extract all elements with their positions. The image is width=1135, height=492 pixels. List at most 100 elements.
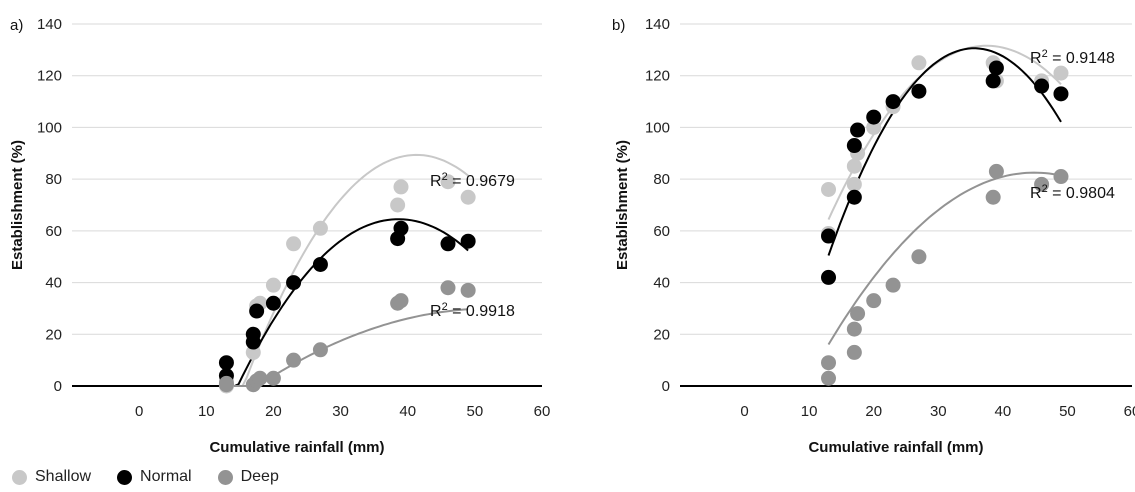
chart-panel-b: 0 20 40 60 80 100 120 140 0 10 20 30 40 50 60 Cumulativ… [612,16,1135,456]
legend-item-shallow: Shallow [12,468,91,486]
data-point-normal [850,122,866,138]
data-point-deep [846,344,862,360]
chart-figure: 0 20 40 60 80 100 120 140 0 10 20 30 40 50 60 Cumulativ… [9,16,1135,456]
data-point-deep [846,321,862,337]
legend-label-normal: Normal [140,468,192,485]
y-tick-label: 120 [645,68,670,85]
data-point-shallow [312,220,328,236]
data-point-normal [846,138,862,154]
data-point-normal [821,269,837,285]
legend-item-normal: Normal [117,468,192,486]
data-point-deep [985,189,1001,205]
data-point-deep [252,370,268,386]
data-point-deep [885,277,901,293]
y-tick-label: 40 [653,275,670,292]
y-tick-label: 0 [54,378,62,395]
x-axis-label: Cumulative rainfall (mm) [209,439,384,456]
x-tick-label: 50 [1059,403,1076,420]
data-point-deep [460,282,476,298]
data-point-deep [265,370,281,386]
data-point-deep [988,163,1004,179]
data-point-normal [460,233,476,249]
x-tick-label: 40 [995,403,1012,420]
x-axis-label: Cumulative rainfall (mm) [808,439,983,456]
y-tick-label: 140 [37,16,62,33]
data-point-deep [866,293,882,309]
data-point-shallow [846,158,862,174]
trendline-deep [827,171,1062,346]
r2-label-normal: R2 = 0.9918 [430,301,515,320]
data-point-normal [245,326,261,342]
x-tick-label: 20 [265,403,282,420]
y-tick-label: 120 [37,68,62,85]
data-point-normal [393,220,409,236]
legend: Shallow Normal Deep [12,468,305,486]
chart-panel-a: 0 20 40 60 80 100 120 140 0 10 20 30 40 50 60 Cumulativ… [9,16,550,456]
trendline-shallow [827,44,1062,221]
data-point-normal [265,295,281,311]
data-point-normal [911,83,927,99]
x-tick-label: 40 [399,403,416,420]
data-point-normal [985,73,1001,89]
data-point-deep [286,352,302,368]
data-point-normal [1034,78,1050,94]
x-tick-label: 60 [534,403,551,420]
trendline-normal [226,218,469,387]
data-point-shallow [460,189,476,205]
data-point-shallow [393,179,409,195]
data-point-shallow [821,181,837,197]
trendline-shallow [226,153,469,387]
y-axis-label: Establishment (%) [614,140,631,270]
data-point-shallow [911,55,927,71]
data-point-shallow [1053,65,1069,81]
y-tick-label: 80 [653,171,670,188]
data-point-shallow [245,344,261,360]
y-tick-label: 40 [45,275,62,292]
data-point-shallow [265,277,281,293]
data-point-normal [846,189,862,205]
x-tick-label: 0 [740,403,748,420]
data-point-normal [988,60,1004,76]
x-tick-label: 10 [801,403,818,420]
x-tick-label: 30 [332,403,349,420]
data-point-deep [821,355,837,371]
data-point-normal [249,303,265,319]
y-tick-label: 0 [662,378,670,395]
data-point-deep [218,375,234,391]
data-point-deep [911,249,927,265]
y-tick-label: 100 [37,119,62,136]
y-tick-label: 60 [653,223,670,240]
data-point-normal [821,228,837,244]
data-point-deep [440,280,456,296]
legend-marker-deep [217,469,233,485]
data-point-deep [393,293,409,309]
legend-marker-normal [117,469,133,485]
x-tick-label: 30 [930,403,947,420]
legend-label-deep: Deep [240,468,279,485]
data-point-deep [850,306,866,322]
y-axis-label: Establishment (%) [9,140,26,270]
y-tick-label: 20 [653,326,670,343]
data-point-shallow [390,197,406,213]
data-point-deep [821,370,837,386]
data-point-normal [218,355,234,371]
x-tick-label: 50 [467,403,484,420]
y-tick-label: 80 [45,171,62,188]
data-point-shallow [286,236,302,252]
r2-label-shallow: R2 = 0.9679 [430,171,515,190]
y-tick-label: 100 [645,119,670,136]
data-point-normal [866,109,882,125]
y-tick-label: 140 [645,16,670,33]
data-point-normal [1053,86,1069,102]
r2-label-deep: R2 = 0.9804 [1030,183,1115,202]
panel-label: a) [10,17,23,34]
legend-marker-shallow [12,469,27,485]
legend-item-deep: Deep [217,468,279,486]
data-point-deep [312,342,328,358]
data-point-shallow [440,174,456,190]
x-tick-label: 0 [135,403,143,420]
data-point-deep [1053,169,1069,185]
legend-label-shallow: Shallow [35,468,92,485]
r2-label-shallow: R2 = 0.9148 [1030,48,1115,67]
data-point-normal [312,256,328,272]
